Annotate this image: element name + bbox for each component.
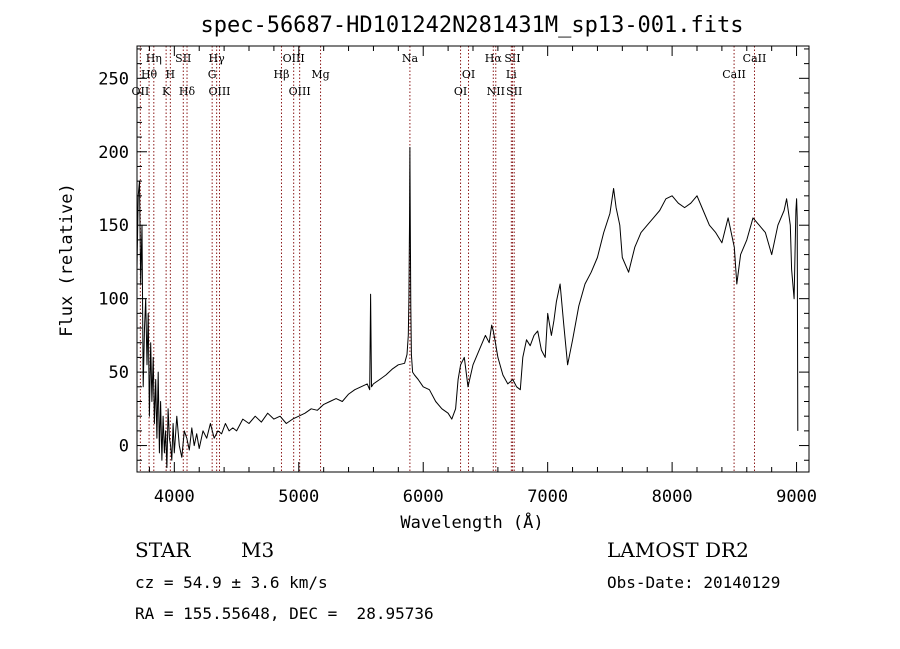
x-axis-label: Wavelength (Å) xyxy=(400,511,543,533)
marker-label: SII xyxy=(175,52,191,65)
spectrum-chart: spec-56687-HD101242N281431M_sp13-001.fit… xyxy=(57,13,817,533)
marker-label: Hδ xyxy=(179,85,196,98)
marker-label: SII xyxy=(504,52,520,65)
marker-label: NII xyxy=(487,85,505,98)
marker-label: CaII xyxy=(743,52,767,65)
marker-label: Hθ xyxy=(141,68,158,81)
marker-label: Hγ xyxy=(209,52,226,65)
x-tick-label: 9000 xyxy=(776,487,817,507)
marker-label: Mg xyxy=(311,68,329,81)
marker-label: OIII xyxy=(289,85,311,98)
marker-label: K xyxy=(162,85,171,98)
x-axis-ticks: 4000 5000 6000 7000 8000 9000 xyxy=(148,46,817,507)
spectrum-series xyxy=(136,146,799,469)
plot-frame xyxy=(136,45,810,473)
y-tick-label: 0 xyxy=(119,437,129,457)
marker-label: G xyxy=(208,68,217,81)
y-tick-label: 250 xyxy=(98,69,129,89)
marker-label: SII xyxy=(506,85,522,98)
marker-label: Li xyxy=(506,68,517,81)
observation-date: Obs-Date: 20140129 xyxy=(607,573,781,592)
chart-title: spec-56687-HD101242N281431M_sp13-001.fit… xyxy=(200,13,743,38)
y-tick-label: 50 xyxy=(109,363,129,383)
marker-label: OIII xyxy=(283,52,305,65)
y-axis-ticks: 0 50 100 150 200 250 xyxy=(98,48,809,461)
x-tick-label: 4000 xyxy=(154,487,195,507)
object-class: STAR xyxy=(135,538,191,562)
x-tick-label: 7000 xyxy=(527,487,568,507)
survey-name: LAMOST DR2 xyxy=(607,538,749,562)
marker-label: Hβ xyxy=(274,68,290,81)
spectrum-line xyxy=(136,146,799,469)
x-tick-label: 5000 xyxy=(278,487,319,507)
y-tick-label: 150 xyxy=(98,216,129,236)
marker-label: CaII xyxy=(722,68,746,81)
x-tick-label: 6000 xyxy=(403,487,444,507)
marker-label: OI xyxy=(462,68,475,81)
marker-label: OII xyxy=(132,85,150,98)
redshift-velocity: cz = 54.9 ± 3.6 km/s xyxy=(135,573,328,592)
coordinates: RA = 155.55648, DEC = 28.95736 xyxy=(135,604,434,623)
marker-label: OI xyxy=(454,85,467,98)
marker-label: Na xyxy=(402,52,419,65)
marker-label: Hα xyxy=(485,52,503,65)
y-axis-label: Flux (relative) xyxy=(57,183,77,337)
x-tick-label: 8000 xyxy=(652,487,693,507)
marker-label: H xyxy=(166,68,176,81)
object-subclass: M3 xyxy=(241,538,275,562)
marker-label: Hη xyxy=(146,52,162,65)
y-tick-label: 200 xyxy=(98,143,129,163)
marker-label: OIII xyxy=(208,85,230,98)
y-tick-label: 100 xyxy=(98,290,129,310)
